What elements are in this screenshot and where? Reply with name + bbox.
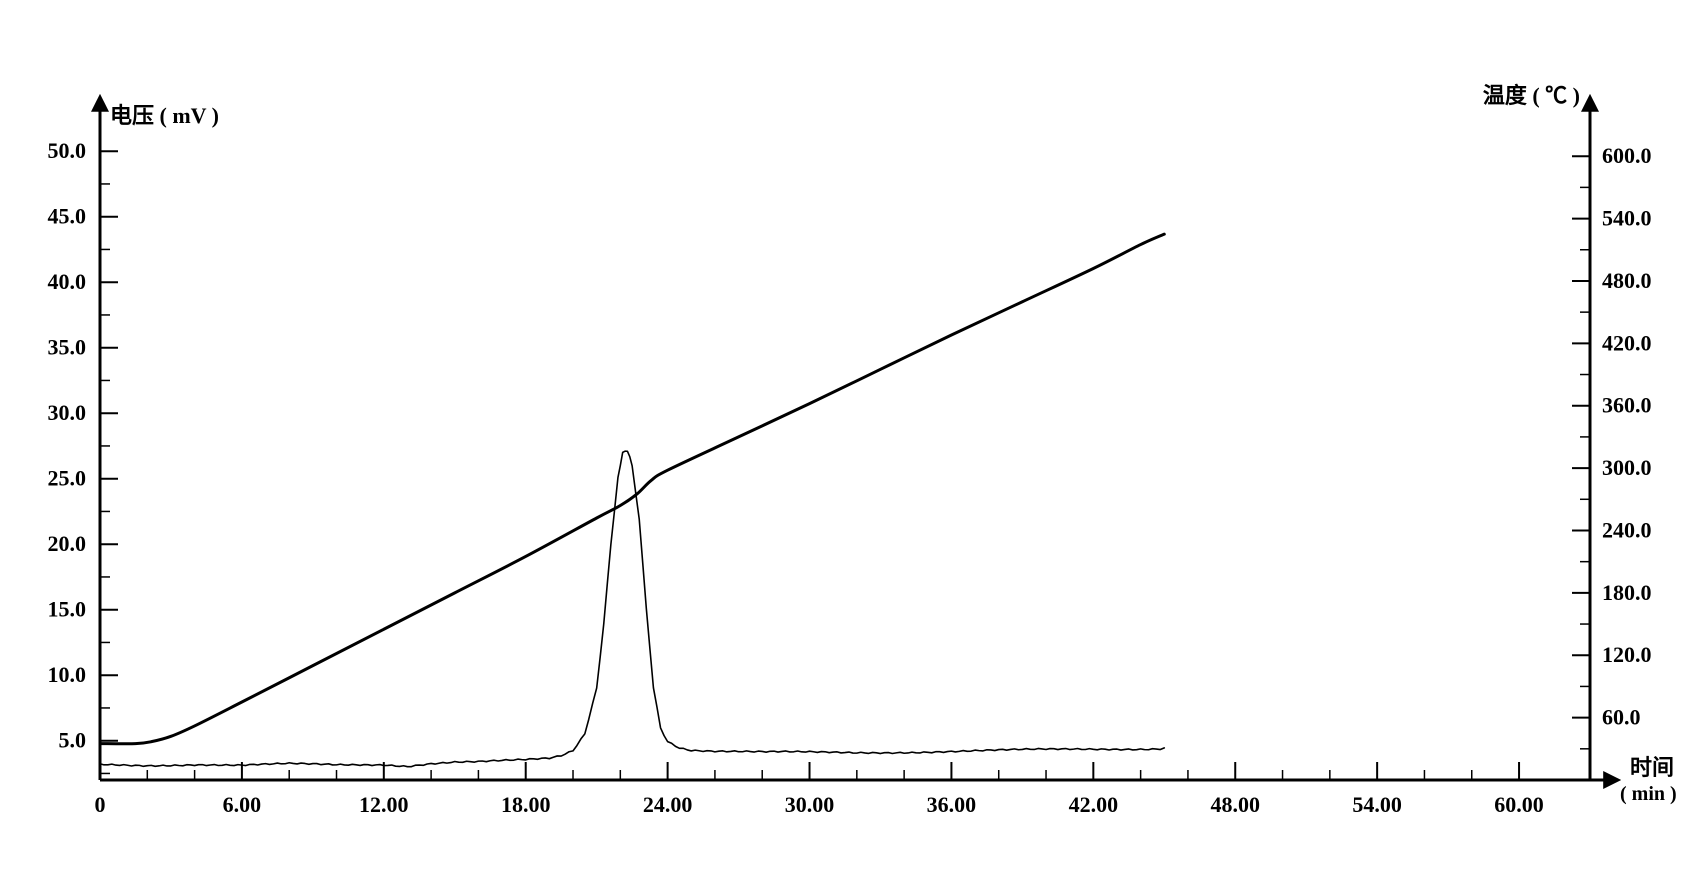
y-right-tick-label: 360.0 (1602, 393, 1652, 418)
y-right-tick-label: 120.0 (1602, 642, 1652, 667)
y-left-tick-label: 5.0 (59, 728, 87, 753)
y-right-tick-label: 60.0 (1602, 705, 1641, 730)
y-right-tick-label: 540.0 (1602, 206, 1652, 231)
series-temperature (100, 234, 1164, 744)
dual-axis-chart: 0 6.00 12.00 18.00 24.00 30.00 36.00 42.00 48.00… (0, 0, 1699, 890)
y-left-tick-label: 10.0 (48, 662, 87, 687)
chart-container: 0 6.00 12.00 18.00 24.00 30.00 36.00 42.00 48.00… (0, 0, 1699, 890)
x-tick-label: 12.00 (359, 792, 409, 817)
x-tick-label: 30.00 (785, 792, 835, 817)
x-tick-label: 24.00 (643, 792, 693, 817)
x-tick-label: 6.00 (223, 792, 262, 817)
y-right-tick-label: 420.0 (1602, 330, 1652, 355)
x-axis-label: 时间 (1630, 755, 1674, 780)
x-tick-label: 42.00 (1069, 792, 1119, 817)
y-left-tick-label: 45.0 (48, 204, 87, 229)
y-left-tick-label: 25.0 (48, 466, 87, 491)
y-right-tick-label: 300.0 (1602, 455, 1652, 480)
x-tick-label: 18.00 (501, 792, 551, 817)
x-tick-label: 60.00 (1494, 792, 1544, 817)
y-right-tick-label: 240.0 (1602, 517, 1652, 542)
y-left-tick-label: 30.0 (48, 400, 87, 425)
y-left-tick-label: 50.0 (48, 138, 87, 163)
y-left-tick-label: 40.0 (48, 269, 87, 294)
y-left-axis-label: 电压 ( mV ) (110, 103, 219, 128)
y-right-tick-label: 180.0 (1602, 580, 1652, 605)
y-right-tick-label: 480.0 (1602, 268, 1652, 293)
x-axis-unit-label: ( min ) (1620, 783, 1677, 805)
x-tick-label: 0 (95, 792, 106, 817)
x-tick-label: 36.00 (927, 792, 977, 817)
y-right-tick-label: 600.0 (1602, 143, 1652, 168)
x-tick-label: 54.00 (1352, 792, 1402, 817)
y-right-axis-label: 温度 ( ℃ ) (1483, 83, 1580, 108)
y-left-tick-label: 15.0 (48, 597, 87, 622)
y-left-tick-label: 20.0 (48, 531, 87, 556)
y-left-tick-label: 35.0 (48, 335, 87, 360)
x-tick-label: 48.00 (1210, 792, 1260, 817)
